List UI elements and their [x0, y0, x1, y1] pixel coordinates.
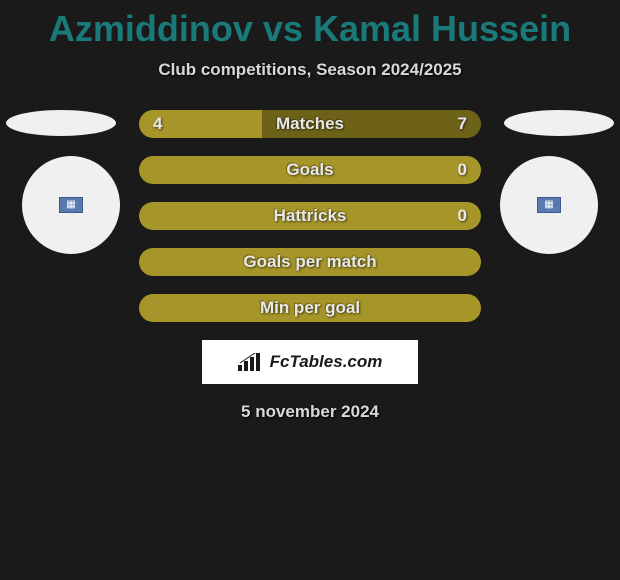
stat-label: Goals per match — [243, 252, 376, 272]
brand-box: FcTables.com — [202, 340, 418, 384]
stat-right-value: 7 — [458, 114, 467, 134]
left-team-circle — [22, 156, 120, 254]
right-team-circle — [500, 156, 598, 254]
chart-icon — [238, 353, 264, 371]
stat-bar-goals: Goals 0 — [139, 156, 481, 184]
stat-label: Min per goal — [260, 298, 360, 318]
stat-bar-hattricks: Hattricks 0 — [139, 202, 481, 230]
stat-label: Hattricks — [274, 206, 347, 226]
brand-text: FcTables.com — [270, 352, 383, 372]
date-text: 5 november 2024 — [0, 402, 620, 422]
stat-right-value: 0 — [458, 160, 467, 180]
stat-bar-gpm: Goals per match — [139, 248, 481, 276]
player1-name: Azmiddinov — [49, 8, 253, 49]
stat-label: Matches — [276, 114, 344, 134]
stat-bar-mpg: Min per goal — [139, 294, 481, 322]
vs-text: vs — [263, 8, 303, 49]
stat-bar-matches: 4 Matches 7 — [139, 110, 481, 138]
page-title: Azmiddinov vs Kamal Hussein — [0, 0, 620, 50]
stat-bars: 4 Matches 7 Goals 0 Hattricks 0 Goals pe… — [139, 110, 481, 322]
stat-right-value: 0 — [458, 206, 467, 226]
subtitle: Club competitions, Season 2024/2025 — [0, 60, 620, 80]
stat-label: Goals — [286, 160, 333, 180]
flag-icon — [537, 197, 561, 213]
flag-icon — [59, 197, 83, 213]
right-oval — [504, 110, 614, 136]
comparison-area: 4 Matches 7 Goals 0 Hattricks 0 Goals pe… — [0, 110, 620, 322]
left-oval — [6, 110, 116, 136]
stat-left-value: 4 — [153, 114, 162, 134]
player2-name: Kamal Hussein — [313, 8, 571, 49]
